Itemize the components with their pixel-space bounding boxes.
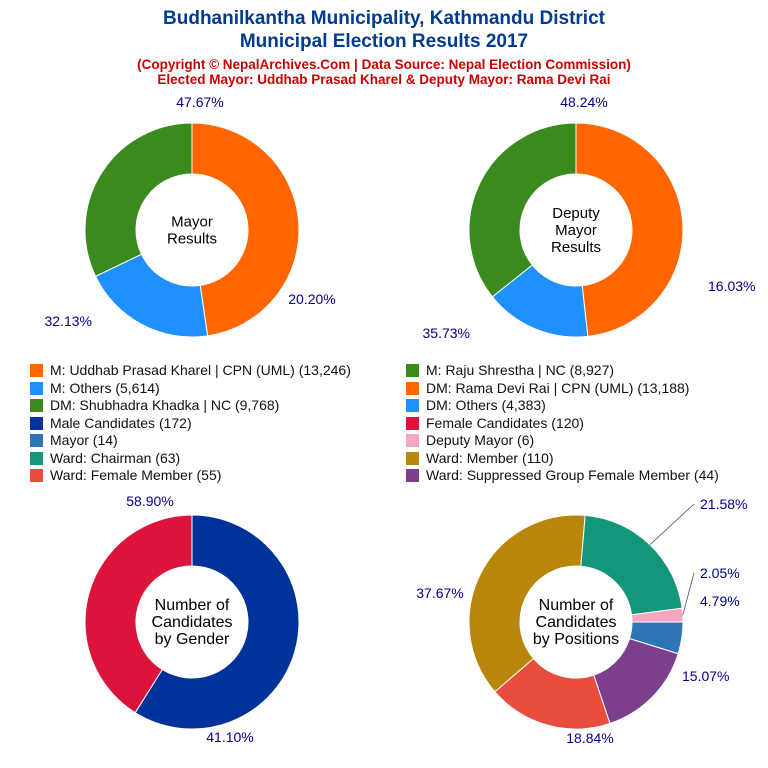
chart-subtitle-line2: Elected Mayor: Uddhab Prasad Kharel & De… [157, 72, 611, 87]
legend-swatch [406, 381, 419, 395]
legend-swatch [30, 364, 43, 377]
slice-percent-label: 37.67% [416, 585, 463, 601]
donut-center-label: by Gender [155, 631, 230, 648]
legend-item: DM: Shubhadra Khadka | NC (9,768) [30, 397, 279, 414]
legend-label: DM: Others (4,383) [426, 397, 546, 413]
legend-label: DM: Rama Devi Rai | CPN (UML) (13,188) [426, 379, 690, 396]
donut-slice [630, 607, 684, 623]
slice-percent-label: 20.20% [288, 291, 335, 307]
slice-percent-label: 18.84% [566, 730, 613, 746]
legend-item: M: Raju Shrestha | NC (8,927) [406, 362, 614, 379]
donut-slice [84, 122, 193, 277]
slice-percent-label: 47.67% [176, 94, 223, 110]
donut-slice [84, 514, 193, 714]
donut-slice [575, 122, 684, 337]
legend-item: M: Uddhab Prasad Kharel | CPN (UML) (13,… [30, 362, 351, 379]
slice-percent-label: 21.58% [700, 496, 747, 512]
donut-center-label: Results [167, 231, 217, 248]
donut-slice [134, 514, 300, 730]
legend-swatch [30, 469, 43, 482]
legend-item: DM: Others (4,383) [406, 397, 546, 414]
slice-percent-label: 48.24% [560, 94, 607, 110]
donut-center-label: Number of [539, 597, 614, 614]
leader-line [649, 503, 695, 546]
chart-subtitle-line1: (Copyright © NepalArchives.Com | Data So… [137, 57, 631, 72]
chart-title-line2: Municipal Election Results 2017 [239, 31, 529, 52]
slice-percent-label: 15.07% [682, 668, 729, 684]
legend-label: Deputy Mayor (6) [426, 432, 535, 448]
legend-item: Ward: Female Member (55) [30, 467, 221, 484]
donut-slice [191, 122, 300, 337]
legend-label: Ward: Female Member (55) [50, 467, 222, 483]
slice-percent-label: 4.79% [700, 593, 740, 609]
legend-label: M: Raju Shrestha | NC (8,927) [426, 362, 615, 378]
donut-center-label: Number of [155, 597, 230, 614]
legend-swatch [406, 364, 419, 377]
legend-swatch [406, 399, 419, 412]
legend-label: M: Uddhab Prasad Kharel | CPN (UML) (13,… [50, 362, 351, 378]
slice-percent-label: 41.10% [206, 729, 253, 745]
donut-center-label: Results [551, 239, 601, 256]
leader-line [682, 572, 695, 616]
slice-percent-label: 35.73% [423, 325, 470, 341]
donut-slice [468, 514, 586, 693]
legend-item: Ward: Suppressed Group Female Member (44… [406, 467, 719, 484]
legend-swatch [30, 416, 43, 430]
legend-label: Ward: Member (110) [426, 449, 554, 466]
legend-label: Ward: Suppressed Group Female Member (44… [426, 467, 719, 483]
legend-swatch [406, 434, 419, 447]
legend-item: Mayor (14) [30, 432, 118, 449]
legend-swatch [30, 434, 43, 447]
legend-swatch [406, 451, 419, 465]
legend-label: M: Others (5,614) [50, 379, 160, 396]
legend-label: DM: Shubhadra Khadka | NC (9,768) [50, 397, 280, 413]
slice-percent-label: 2.05% [700, 565, 740, 581]
slice-percent-label: 16.03% [708, 278, 755, 294]
donut-slice [468, 122, 577, 298]
donut-center-label: Deputy [552, 205, 600, 222]
legend-item: M: Others (5,614) [30, 380, 160, 397]
legend-label: Ward: Chairman (63) [50, 449, 181, 466]
legend-item: Ward: Member (110) [406, 450, 554, 467]
slice-percent-label: 32.13% [45, 313, 92, 329]
donut-center-label: Candidates [536, 614, 617, 631]
slice-percent-label: 58.90% [126, 493, 173, 509]
legend-item: Ward: Chairman (63) [30, 450, 180, 467]
donut-center-label: Mayor [171, 214, 213, 231]
legend-swatch [406, 469, 419, 482]
legend-item: Male Candidates (172) [30, 415, 192, 432]
donut-center-label: by Positions [533, 631, 619, 648]
legend-item: Female Candidates (120) [406, 415, 584, 432]
legend-swatch [30, 399, 43, 412]
donut-center-label: Mayor [555, 222, 597, 239]
legend-label: Mayor (14) [50, 432, 118, 448]
chart-title-line1: Budhanilkantha Municipality, Kathmandu D… [163, 8, 605, 29]
legend-label: Female Candidates (120) [426, 414, 584, 431]
legend-label: Male Candidates (172) [50, 414, 192, 431]
donut-center-label: Candidates [152, 614, 233, 631]
legend-item: DM: Rama Devi Rai | CPN (UML) (13,188) [406, 380, 689, 397]
legend-swatch [30, 451, 43, 465]
legend-item: Deputy Mayor (6) [406, 432, 534, 449]
legend-swatch [30, 381, 43, 395]
legend-swatch [406, 416, 419, 430]
